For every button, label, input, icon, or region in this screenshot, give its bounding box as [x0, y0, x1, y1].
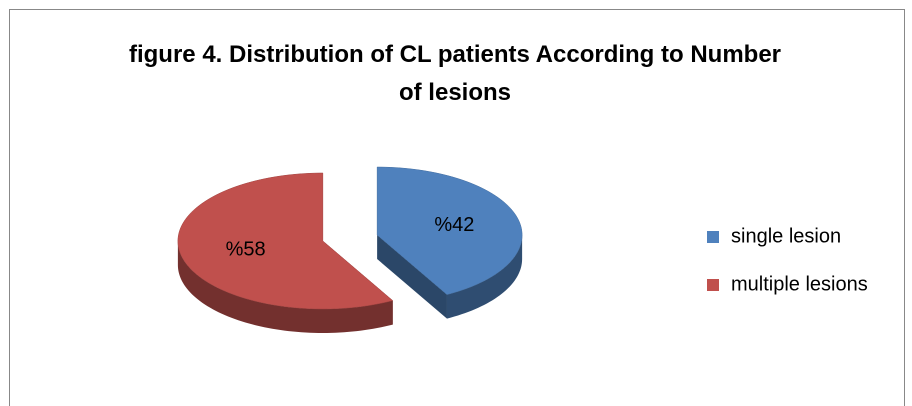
legend-label: single lesion — [731, 225, 841, 247]
slice-cut-face — [377, 235, 447, 319]
slice-side — [446, 235, 523, 319]
chart-border — [9, 9, 905, 406]
slice — [376, 166, 523, 295]
slice-side — [177, 240, 393, 333]
legend-label: multiple lesions — [731, 273, 868, 295]
legend-swatch — [707, 279, 719, 291]
legend-swatch — [707, 231, 719, 243]
data-label: %58 — [226, 239, 266, 261]
data-label: %42 — [434, 214, 474, 236]
chart-title: figure 4. Distribution of CL patients Ac… — [128, 41, 782, 106]
slice — [177, 172, 394, 310]
